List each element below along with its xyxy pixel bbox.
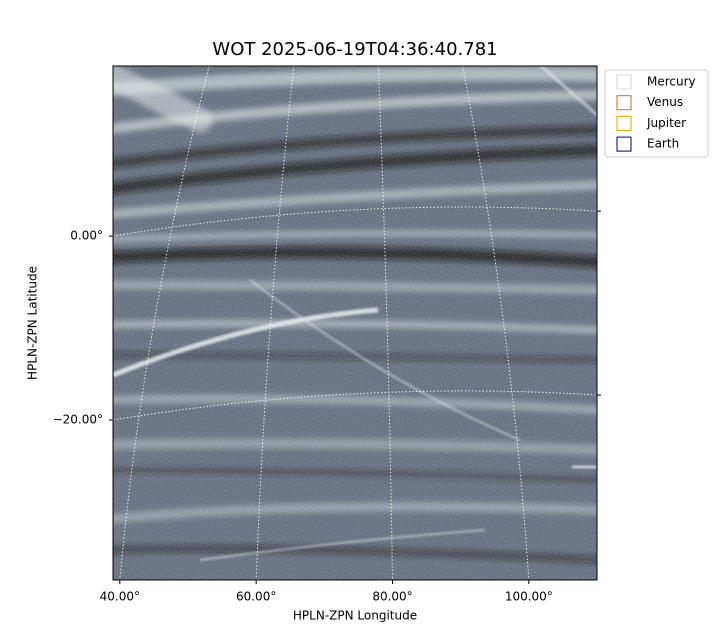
chart-title: WOT 2025-06-19T04:36:40.781	[212, 39, 497, 60]
legend-label: Jupiter	[646, 116, 686, 130]
legend-marker	[616, 136, 632, 152]
grid-line	[112, 390, 598, 421]
axes-frame	[112, 65, 598, 581]
legend-label: Mercury	[647, 75, 696, 89]
legend-marker	[616, 74, 632, 90]
legend-marker	[616, 95, 632, 111]
x-axis-label: HPLN-ZPN Longitude	[293, 609, 417, 623]
x-tick-label: 40.00°	[100, 590, 140, 604]
grid-line	[377, 65, 393, 581]
image	[113, 66, 597, 580]
x-tick-label: 100.00°	[505, 590, 553, 604]
x-tick-label: 80.00°	[372, 590, 412, 604]
y-tick-label: 0.00°	[70, 229, 103, 243]
y-axis-label: HPLN-ZPN Latitude	[26, 266, 40, 380]
y-tick-label: −20.00°	[53, 413, 103, 427]
x-tick-label: 60.00°	[236, 590, 276, 604]
grid-line	[112, 206, 598, 237]
grid-line	[462, 65, 530, 581]
grid-line	[255, 65, 295, 581]
legend-label: Earth	[647, 137, 679, 151]
grid-line	[119, 65, 210, 581]
legend: Mercury Venus Jupiter Earth	[604, 69, 709, 158]
legend-marker	[616, 115, 632, 131]
legend-label: Venus	[647, 95, 683, 109]
legend-frame	[604, 69, 709, 158]
